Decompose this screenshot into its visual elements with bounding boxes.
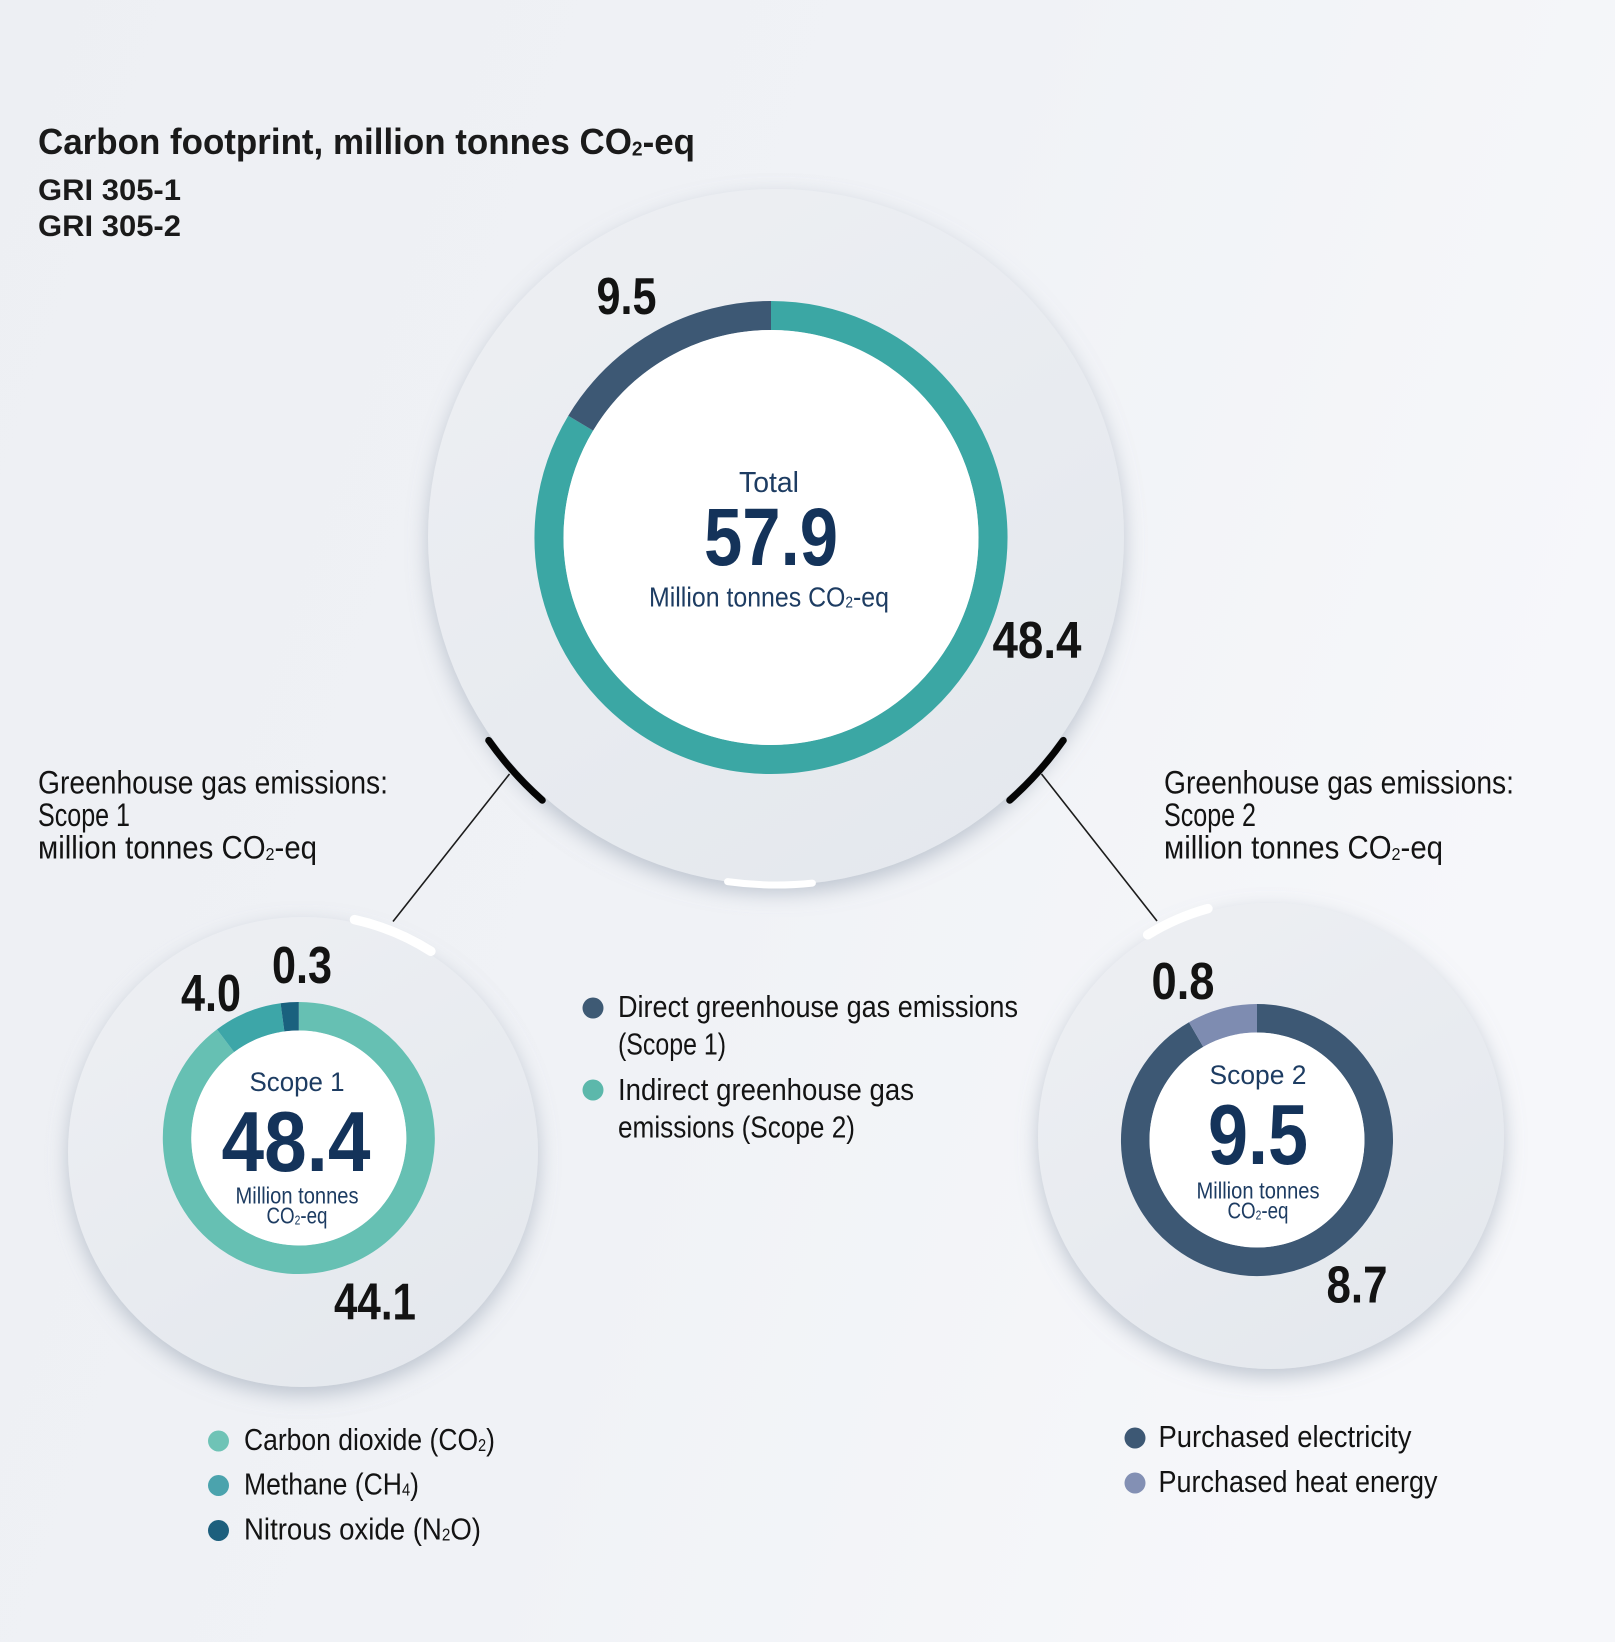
svg-text:Carbon dioxide (CO2): Carbon dioxide (CO2) xyxy=(244,1422,495,1457)
svg-text:Carbon footprint, million tonn: Carbon footprint, million tonnes CO2-eq xyxy=(38,121,695,162)
svg-text:Scope 2: Scope 2 xyxy=(1164,797,1256,833)
svg-text:48.4: 48.4 xyxy=(222,1095,371,1190)
svg-text:Greenhouse gas emissions:: Greenhouse gas emissions: xyxy=(1164,765,1514,801)
svg-text:57.9: 57.9 xyxy=(704,492,838,583)
svg-text:(Scope 1): (Scope 1) xyxy=(618,1027,726,1062)
svg-text:48.4: 48.4 xyxy=(993,612,1082,670)
svg-text:Nitrous oxide (N2O): Nitrous oxide (N2O) xyxy=(244,1512,481,1547)
svg-text:Purchased electricity: Purchased electricity xyxy=(1159,1419,1412,1454)
svg-text:Scope 1: Scope 1 xyxy=(250,1067,345,1097)
svg-text:мillion tonnes CO2-eq: мillion tonnes CO2-eq xyxy=(38,830,317,866)
svg-text:мillion tonnes CO2-eq: мillion tonnes CO2-eq xyxy=(1164,830,1443,866)
svg-text:0.8: 0.8 xyxy=(1152,953,1215,1011)
svg-text:4.0: 4.0 xyxy=(181,965,241,1023)
svg-text:GRI 305-1: GRI 305-1 xyxy=(38,174,181,207)
svg-text:Direct greenhouse gas emission: Direct greenhouse gas emissions xyxy=(618,989,1018,1024)
svg-text:9.5: 9.5 xyxy=(1208,1088,1308,1183)
svg-text:Scope 2: Scope 2 xyxy=(1210,1060,1307,1090)
svg-text:Million tonnes: Million tonnes xyxy=(236,1183,359,1209)
svg-text:emissions (Scope 2): emissions (Scope 2) xyxy=(618,1110,855,1145)
svg-text:GRI 305-2: GRI 305-2 xyxy=(38,210,181,243)
svg-text:8.7: 8.7 xyxy=(1327,1257,1388,1315)
svg-text:44.1: 44.1 xyxy=(334,1274,416,1332)
svg-text:Methane (CH4): Methane (CH4) xyxy=(244,1467,419,1502)
svg-text:CO2-eq: CO2-eq xyxy=(267,1203,328,1229)
svg-text:Total: Total xyxy=(739,467,799,499)
svg-text:Indirect greenhouse gas: Indirect greenhouse gas xyxy=(618,1072,914,1107)
svg-text:Million tonnes CO2-eq: Million tonnes CO2-eq xyxy=(649,582,889,613)
svg-text:9.5: 9.5 xyxy=(597,268,657,326)
svg-text:0.3: 0.3 xyxy=(272,937,332,995)
svg-text:Purchased heat energy: Purchased heat energy xyxy=(1159,1464,1438,1499)
svg-text:Scope 1: Scope 1 xyxy=(38,797,130,833)
svg-text:Greenhouse gas emissions:: Greenhouse gas emissions: xyxy=(38,765,388,801)
svg-text:Million tonnes: Million tonnes xyxy=(1197,1178,1320,1204)
